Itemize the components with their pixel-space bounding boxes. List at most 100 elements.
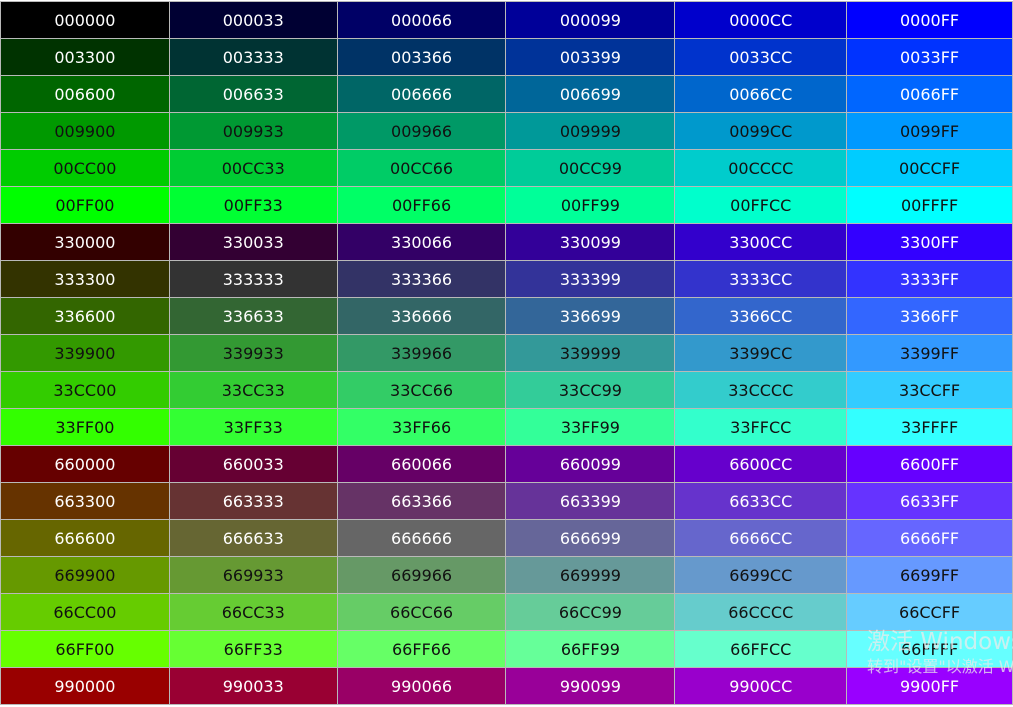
color-swatch-cell: 66FFCC <box>674 630 848 668</box>
color-swatch-cell: 6699FF <box>846 556 1013 594</box>
color-swatch-cell: 330000 <box>0 223 170 261</box>
color-swatch-cell: 003333 <box>168 38 338 76</box>
color-swatch-cell: 336600 <box>0 297 170 335</box>
table-row: 666600 666633 666666 666699 6666CC 6666FF <box>0 519 1013 557</box>
color-swatch-cell: 666699 <box>505 519 676 557</box>
color-swatch-cell: 006699 <box>505 75 676 113</box>
color-swatch-cell: 009900 <box>0 112 170 150</box>
color-swatch-cell: 66FFFF <box>846 630 1013 668</box>
color-swatch-cell: 990099 <box>505 667 676 705</box>
table-row: 330000 330033 330066 330099 3300CC 3300FF <box>0 223 1013 261</box>
color-swatch-cell: 33CC33 <box>168 371 338 409</box>
color-swatch-cell: 336666 <box>336 297 507 335</box>
color-swatch-cell: 0000CC <box>674 1 848 39</box>
color-swatch-cell: 000099 <box>505 1 676 39</box>
color-swatch-cell: 66CCFF <box>846 593 1013 631</box>
color-swatch-cell: 66CC66 <box>336 593 507 631</box>
color-swatch-cell: 00FF33 <box>168 186 338 224</box>
color-swatch-cell: 00CC00 <box>0 149 170 187</box>
table-row: 336600 336633 336666 336699 3366CC 3366FF <box>0 297 1013 335</box>
color-swatch-cell: 663366 <box>336 482 507 520</box>
color-swatch-cell: 003300 <box>0 38 170 76</box>
color-swatch-cell: 003399 <box>505 38 676 76</box>
color-swatch-cell: 00CCCC <box>674 149 848 187</box>
table-row: 006600 006633 006666 006699 0066CC 0066FF <box>0 75 1013 113</box>
color-swatch-cell: 66FF33 <box>168 630 338 668</box>
table-row: 009900 009933 009966 009999 0099CC 0099FF <box>0 112 1013 150</box>
color-swatch-cell: 663399 <box>505 482 676 520</box>
color-swatch-cell: 0000FF <box>846 1 1013 39</box>
color-swatch-cell: 990066 <box>336 667 507 705</box>
color-swatch-cell: 33CC99 <box>505 371 676 409</box>
color-swatch-cell: 663333 <box>168 482 338 520</box>
color-swatch-cell: 00CCFF <box>846 149 1013 187</box>
color-swatch-cell: 3399CC <box>674 334 848 372</box>
color-swatch-cell: 333366 <box>336 260 507 298</box>
color-swatch-cell: 006600 <box>0 75 170 113</box>
color-swatch-cell: 009999 <box>505 112 676 150</box>
color-swatch-cell: 009933 <box>168 112 338 150</box>
color-swatch-cell: 333333 <box>168 260 338 298</box>
color-swatch-cell: 660033 <box>168 445 338 483</box>
color-swatch-cell: 6666FF <box>846 519 1013 557</box>
color-swatch-cell: 669933 <box>168 556 338 594</box>
color-swatch-cell: 3300FF <box>846 223 1013 261</box>
color-swatch-cell: 6633FF <box>846 482 1013 520</box>
color-swatch-cell: 3300CC <box>674 223 848 261</box>
color-swatch-cell: 6666CC <box>674 519 848 557</box>
color-swatch-cell: 660066 <box>336 445 507 483</box>
color-swatch-cell: 336633 <box>168 297 338 335</box>
color-swatch-cell: 669966 <box>336 556 507 594</box>
color-swatch-cell: 0033CC <box>674 38 848 76</box>
color-swatch-cell: 330066 <box>336 223 507 261</box>
table-row: 990000 990033 990066 990099 9900CC 9900FF <box>0 667 1013 705</box>
color-swatch-cell: 003366 <box>336 38 507 76</box>
color-swatch-cell: 33FF00 <box>0 408 170 446</box>
color-swatch-cell: 66CC99 <box>505 593 676 631</box>
color-swatch-cell: 00CC99 <box>505 149 676 187</box>
color-swatch-cell: 339933 <box>168 334 338 372</box>
table-row: 33CC00 33CC33 33CC66 33CC99 33CCCC 33CCFF <box>0 371 1013 409</box>
color-swatch-cell: 3333FF <box>846 260 1013 298</box>
color-swatch-cell: 66FF00 <box>0 630 170 668</box>
color-swatch-cell: 0099FF <box>846 112 1013 150</box>
color-swatch-cell: 6600FF <box>846 445 1013 483</box>
color-swatch-cell: 000000 <box>0 1 170 39</box>
color-swatch-cell: 33FF33 <box>168 408 338 446</box>
color-swatch-cell: 339900 <box>0 334 170 372</box>
color-swatch-cell: 990033 <box>168 667 338 705</box>
color-swatch-cell: 333399 <box>505 260 676 298</box>
color-swatch-cell: 33CC66 <box>336 371 507 409</box>
color-swatch-cell: 00FF66 <box>336 186 507 224</box>
color-swatch-cell: 009966 <box>336 112 507 150</box>
table-row: 339900 339933 339966 339999 3399CC 3399FF <box>0 334 1013 372</box>
table-row: 66CC00 66CC33 66CC66 66CC99 66CCCC 66CCFF <box>0 593 1013 631</box>
color-swatch-cell: 660000 <box>0 445 170 483</box>
color-swatch-cell: 0099CC <box>674 112 848 150</box>
color-swatch-cell: 669999 <box>505 556 676 594</box>
color-swatch-cell: 33FFCC <box>674 408 848 446</box>
color-swatch-cell: 3399FF <box>846 334 1013 372</box>
table-row: 660000 660033 660066 660099 6600CC 6600FF <box>0 445 1013 483</box>
color-swatch-cell: 990000 <box>0 667 170 705</box>
color-swatch-cell: 00CC66 <box>336 149 507 187</box>
color-swatch-cell: 66FF66 <box>336 630 507 668</box>
color-swatch-cell: 33FFFF <box>846 408 1013 446</box>
color-swatch-cell: 33FF99 <box>505 408 676 446</box>
color-swatch-cell: 6699CC <box>674 556 848 594</box>
color-swatch-cell: 00FF00 <box>0 186 170 224</box>
color-swatch-cell: 3366CC <box>674 297 848 335</box>
color-swatch-cell: 00FFFF <box>846 186 1013 224</box>
color-swatch-cell: 339966 <box>336 334 507 372</box>
color-swatch-cell: 3366FF <box>846 297 1013 335</box>
color-swatch-cell: 669900 <box>0 556 170 594</box>
color-swatch-cell: 000066 <box>336 1 507 39</box>
color-swatch-cell: 9900CC <box>674 667 848 705</box>
color-swatch-cell: 3333CC <box>674 260 848 298</box>
color-swatch-cell: 66CC00 <box>0 593 170 631</box>
table-row: 333300 333333 333366 333399 3333CC 3333FF <box>0 260 1013 298</box>
color-swatch-cell: 00FFCC <box>674 186 848 224</box>
